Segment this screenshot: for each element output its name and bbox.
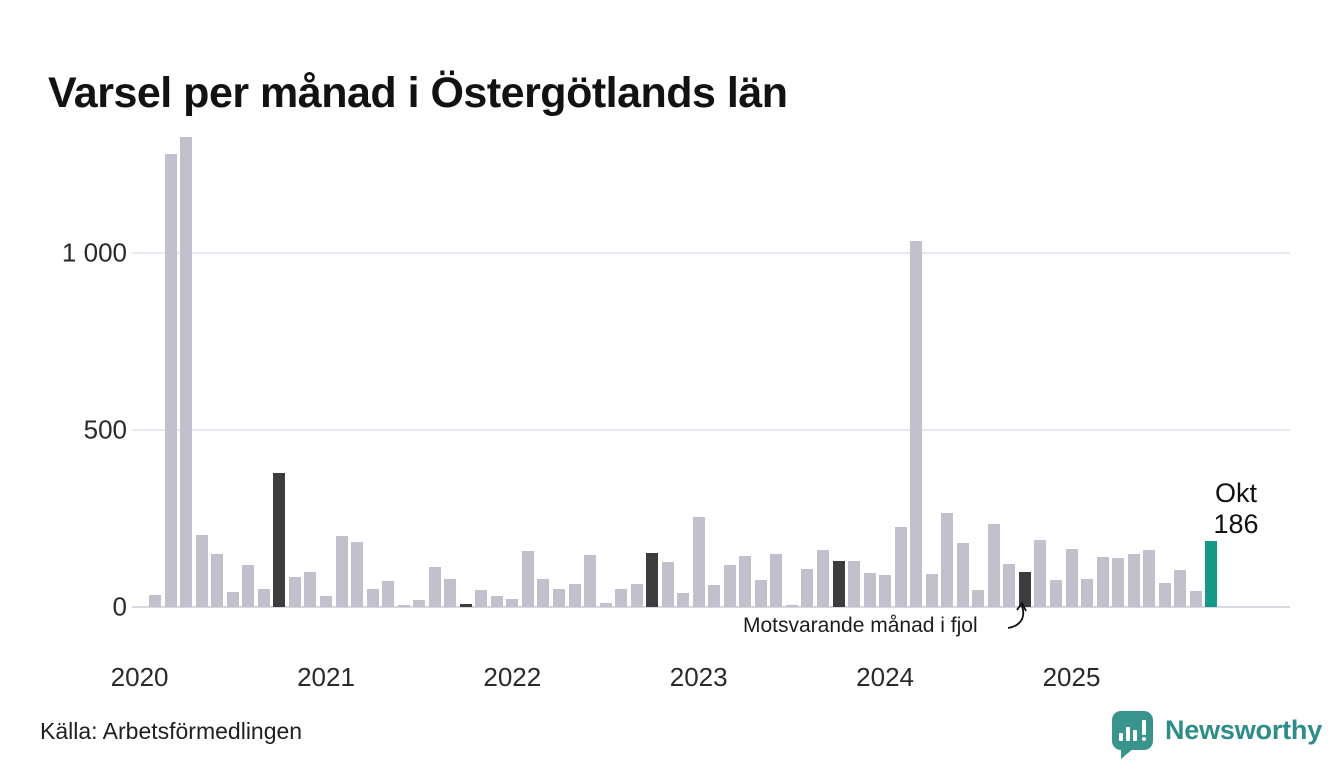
bar-2024-11: [1034, 539, 1047, 607]
bar-2021-03: [351, 541, 363, 607]
mini-bar-chart-glyph: [1119, 727, 1137, 741]
bar-2025-01: [1065, 548, 1078, 607]
highlight-month-label: Okt: [1214, 478, 1257, 508]
bar-2022-11: [661, 562, 674, 607]
bar-2023-05: [754, 580, 767, 607]
bar-2022-12: [677, 592, 690, 607]
bar-2022-06: [584, 555, 596, 607]
bar-2020-05: [195, 534, 208, 607]
bar-2021-02: [335, 536, 348, 607]
bar-2020-08: [242, 564, 255, 607]
bar-2024-09: [1003, 564, 1016, 607]
bar-2022-09: [630, 583, 643, 607]
bar-2021-05: [382, 580, 395, 607]
bar-2025-05: [1127, 553, 1140, 607]
bar-2020-11: [288, 576, 301, 607]
bar-2021-12: [490, 596, 503, 607]
bar-2023-09: [817, 550, 829, 607]
bar-2024-08: [987, 523, 1000, 607]
bar-2020-07: [226, 592, 239, 607]
bar-2024-03: [910, 241, 923, 607]
x-axis-year-label-2022: 2022: [483, 662, 542, 692]
bar-2024-06: [956, 543, 969, 607]
bar-2023-04: [739, 556, 752, 607]
bar-2021-09: [444, 579, 457, 607]
y-axis-tick-label-500: 500: [83, 414, 127, 445]
bar-2022-10: [646, 552, 659, 607]
bar-2023-01: [692, 516, 705, 607]
bar-2024-10: [1018, 572, 1031, 607]
bar-2024-04: [925, 574, 938, 607]
newsworthy-logo[interactable]: Newsworthy: [1112, 711, 1323, 759]
bar-2023-03: [723, 565, 736, 607]
bar-2024-12: [1049, 580, 1062, 607]
bar-2023-11: [848, 561, 860, 607]
bar-2021-08: [428, 567, 441, 607]
bar-2022-05: [568, 583, 581, 607]
bar-2020-09: [257, 589, 270, 607]
y-axis-tick-label-0: 0: [112, 591, 127, 622]
annotation-arrow-icon: [1007, 601, 1027, 629]
bar-2025-09: [1189, 591, 1202, 607]
bar-2025-03: [1096, 556, 1109, 607]
highlight-value: 186: [1213, 509, 1259, 539]
bar-2025-04: [1112, 557, 1125, 607]
newsworthy-bubble-chart-icon: [1112, 711, 1153, 759]
bar-2021-06: [397, 604, 410, 607]
bar-2023-02: [708, 585, 721, 607]
bar-2022-02: [521, 551, 534, 607]
bar-2023-12: [863, 573, 876, 607]
bar-2020-10: [273, 472, 286, 607]
speech-bubble-tail: [1121, 748, 1134, 759]
bar-2023-06: [770, 554, 783, 607]
bar-2025-02: [1081, 578, 1093, 607]
x-axis-year-label-2023: 2023: [669, 662, 728, 692]
bar-2020-06: [211, 554, 224, 607]
bar-2024-07: [972, 590, 985, 607]
gridline-y-0: [132, 606, 1290, 608]
source-caption: Källa: Arbetsförmedlingen: [40, 718, 303, 744]
bar-2021-10: [459, 603, 472, 607]
bar-2022-07: [599, 603, 612, 607]
bar-2025-10: [1205, 541, 1218, 607]
bar-2024-02: [894, 527, 907, 607]
x-axis-year-label-2021: 2021: [297, 662, 355, 692]
bar-2020-03: [164, 154, 177, 607]
bar-2024-01: [879, 575, 892, 607]
highlight-value-label: Okt 186: [1204, 478, 1268, 540]
newsworthy-logo-text: Newsworthy: [1165, 715, 1323, 745]
bar-2020-02: [149, 594, 162, 607]
x-axis-year-label-2025: 2025: [1042, 662, 1101, 692]
bar-2020-12: [304, 571, 317, 607]
gridline-y-500: [132, 429, 1290, 432]
bar-2024-05: [941, 512, 954, 607]
x-axis-year-label-2024: 2024: [856, 662, 915, 692]
bar-2021-11: [475, 589, 488, 607]
gridline-y-1000: [132, 252, 1290, 255]
page-title: Varsel per månad i Östergötlands län: [48, 68, 788, 117]
bar-2022-01: [506, 598, 519, 607]
bar-2022-08: [615, 589, 628, 607]
annotation-text: Motsvarande månad i fjol: [743, 614, 978, 637]
bar-2023-07: [785, 604, 798, 607]
bar-2021-07: [413, 599, 426, 607]
bar-2021-01: [320, 596, 332, 607]
bar-2025-07: [1158, 583, 1171, 607]
y-axis-tick-label-1000: 1 000: [61, 237, 127, 268]
bar-2020-04: [180, 136, 193, 607]
exclamation-glyph: [1142, 720, 1146, 741]
bar-2023-10: [832, 561, 845, 607]
x-axis-year-label-2020: 2020: [110, 662, 169, 692]
bar-2021-04: [366, 588, 379, 607]
bar-2022-03: [537, 578, 550, 607]
bar-2023-08: [801, 568, 814, 607]
bar-2022-04: [552, 589, 565, 607]
bar-2025-06: [1143, 550, 1156, 607]
bar-2025-08: [1174, 570, 1187, 607]
